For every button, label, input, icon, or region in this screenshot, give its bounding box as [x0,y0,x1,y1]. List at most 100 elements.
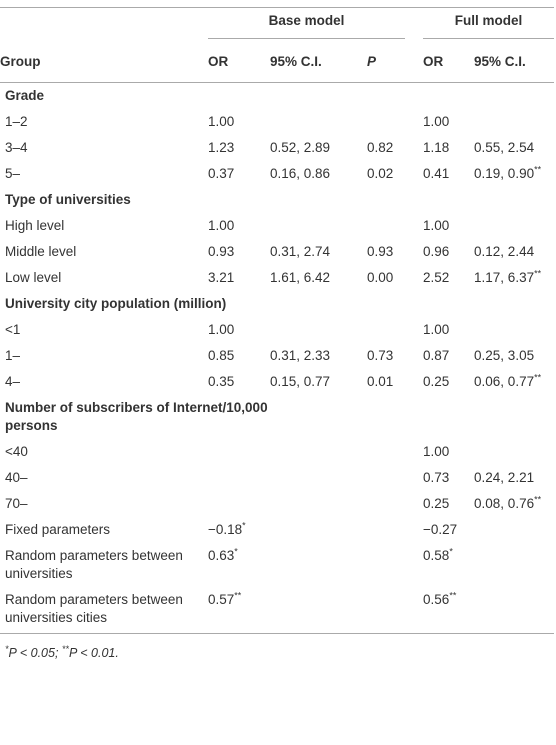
cell-text: 1.00 [208,114,235,129]
cell-text: 1–2 [5,114,28,129]
results-table: Base model Full model Group OR 95% C.I. P OR… [0,7,555,634]
cell: 0.58* [423,543,474,587]
cell-sup: ** [534,372,542,383]
cell: 0.12, 2.44 [474,239,554,265]
section-label: Grade [5,88,45,103]
cell-text: 0.25 [423,374,450,389]
cell-text: 0.15, 0.77 [270,374,331,389]
cell: 1.17, 6.37** [474,265,554,291]
span-header: Base model [208,12,406,39]
cell-text: 2.52 [423,270,450,285]
cell-sup: ** [534,268,542,279]
cell: 0.73 [367,343,423,369]
data-row: Middle level 0.93 0.31, 2.74 0.93 0.96 0.12, … [0,239,554,265]
cell-text: Random parameters between universities c… [5,592,183,625]
cell [367,587,424,634]
table-body: Grade 1–2 1.00 1.00 3–4 1.23 0.52, 2.89 0.82 1.1… [0,83,555,634]
cell: 1.00 [423,109,474,135]
cell: 3.21 [208,265,270,291]
cell: 0.63* [208,543,270,587]
data-row: Random parameters between universities 0.… [0,543,554,587]
section-row: University city population (million) [0,291,554,317]
cell-sup: ** [449,590,457,601]
cell [474,317,554,343]
cell-text: 1.00 [423,444,450,459]
cell: 0.15, 0.77 [270,369,367,395]
section-label: Number of subscribers of Internet/10,000… [5,400,268,433]
column-header: 95% C.I. [474,43,555,83]
cell: Random parameters between universities [0,543,208,587]
cell: 0.41 [423,161,474,187]
cell: 0.96 [423,239,474,265]
column-label: Group [0,54,41,69]
cell-sup: ** [534,494,542,505]
cell-text: High level [5,218,65,233]
cell-text: 0.96 [423,244,450,259]
cell [208,465,270,491]
cell-text: 0.63 [208,548,235,563]
footnote-sup: * [5,643,9,654]
data-row: High level 1.00 1.00 [0,213,554,239]
cell [270,465,367,491]
cell-text: Fixed parameters [5,522,111,537]
cell-text: 0.24, 2.21 [474,470,535,485]
column-header: OR [423,43,475,83]
cell [367,517,423,543]
cell-text: 0.85 [208,348,235,363]
data-row: 4– 0.35 0.15, 0.77 0.01 0.25 0.06, 0.77** [0,369,554,395]
cell: 0.55, 2.54 [474,135,554,161]
cell: 1.61, 6.42 [270,265,367,291]
cell-text: −0.18 [208,522,243,537]
data-row: 5– 0.37 0.16, 0.86 0.02 0.41 0.19, 0.90** [0,161,554,187]
cell: Middle level [0,239,208,265]
cell: 70– [0,491,208,517]
cell-text: Middle level [5,244,77,259]
data-row: 40– 0.73 0.24, 2.21 [0,465,554,491]
cell [367,491,423,517]
cell-text: Low level [5,270,62,285]
cell: 0.00 [367,265,423,291]
cell-text: 1.23 [208,140,235,155]
cell-text: 3.21 [208,270,235,285]
column-header: 95% C.I. [270,43,367,83]
cell: 1.00 [423,317,474,343]
cell-sup: ** [234,590,242,601]
cell: 0.82 [367,135,423,161]
column-label: P [367,54,377,69]
cell [367,465,423,491]
section-cell: Type of universities [0,187,554,213]
cell: 1.00 [423,439,474,465]
cell-text: 0.37 [208,166,235,181]
section-cell: Grade [0,83,554,110]
cell: 0.93 [367,239,423,265]
cell-text: <40 [5,444,28,459]
column-label: 95% C.I. [474,54,526,69]
header-row: Group OR 95% C.I. P OR 95% C.I. [0,43,555,83]
cell: 0.24, 2.21 [474,465,554,491]
cell [367,439,423,465]
cell-text: 70– [5,496,28,511]
cell: 1.00 [208,109,270,135]
cell: 0.93 [208,239,270,265]
section-row: Number of subscribers of Internet/10,000… [0,395,554,439]
cell: <40 [0,439,208,465]
data-row: Random parameters between universities c… [0,587,555,634]
cell: 0.02 [367,161,423,187]
page: Base model Full model Group OR 95% C.I. P OR… [0,7,556,745]
cell [270,439,367,465]
cell: 1.00 [208,317,270,343]
cell: 5– [0,161,208,187]
column-label: OR [208,54,229,69]
data-row: Fixed parameters −0.18* −0.27 [0,517,554,543]
cell-text: 0.93 [208,244,235,259]
cell: 0.19, 0.90** [474,161,554,187]
cell [474,213,554,239]
cell-text: 3–4 [5,140,28,155]
cell: 1– [0,343,208,369]
cell-text: 1.18 [423,140,450,155]
cell: Low level [0,265,208,291]
cell-text: 0.00 [367,270,394,285]
cell-text: 5– [5,166,21,181]
cell-text: 0.12, 2.44 [474,244,535,259]
cell: Fixed parameters [0,517,208,543]
